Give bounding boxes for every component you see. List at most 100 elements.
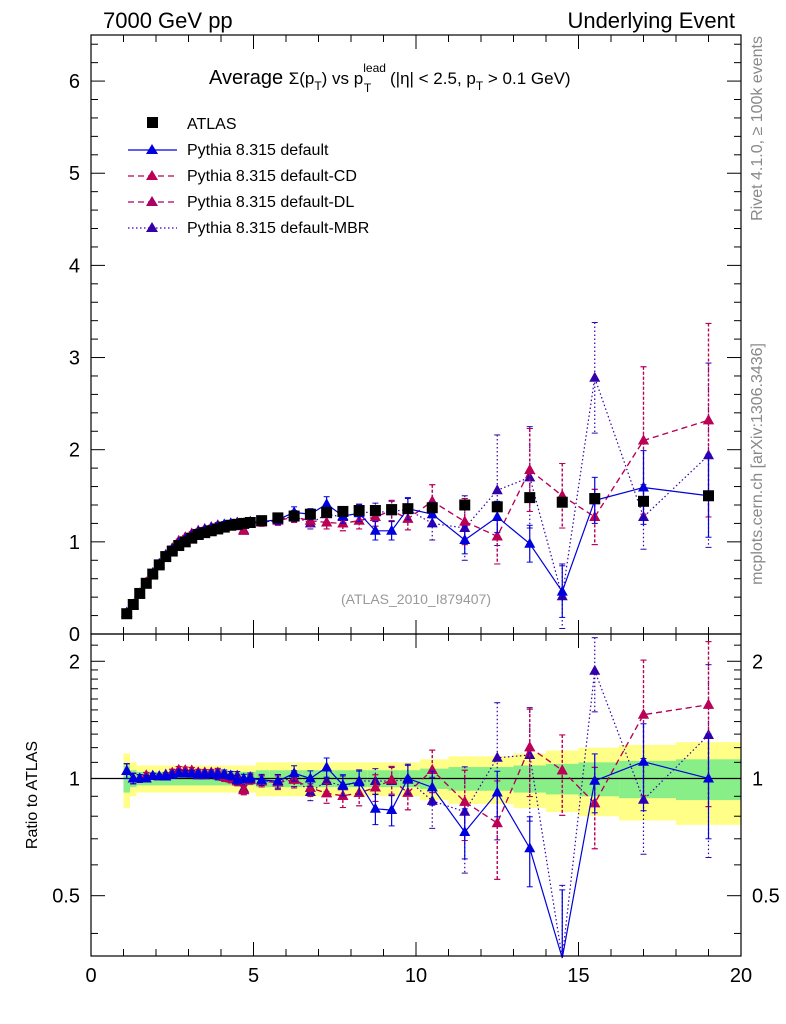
main-cd-point (238, 524, 250, 535)
atlas-point (337, 505, 349, 517)
ratio-default-point (589, 774, 601, 785)
legend-mbr-label: Pythia 8.315 default-MBR (187, 220, 369, 237)
main-cd-point (459, 515, 471, 526)
atlas-point (238, 517, 250, 529)
legend-cd-label: Pythia 8.315 default-CD (187, 168, 357, 185)
x-tick-label: 5 (248, 965, 259, 987)
y-tick-label-main: 5 (69, 163, 80, 185)
ratio-default-point (703, 772, 714, 783)
ratio-default-point (140, 772, 152, 783)
main-cd-point (321, 516, 333, 527)
y-tick-label-main: 1 (69, 532, 80, 554)
title-lead-sup: lead (363, 61, 386, 75)
side-rivet-label: Rivet 4.1.0, ≥ 100k events (749, 36, 766, 221)
ratio-cd-point (703, 698, 714, 709)
ratio-default-point (353, 776, 365, 787)
legend-atlas-marker (147, 117, 158, 128)
atlas-point (147, 568, 159, 580)
atlas-point (192, 528, 204, 540)
main-default-point (459, 534, 471, 545)
legend: ATLAS Pythia 8.315 default Pythia 8.315 … (128, 116, 369, 237)
band-inner (619, 760, 676, 799)
x-tick-label: 0 (85, 965, 96, 987)
y-tick-label-ratio-right: 0.5 (752, 886, 780, 908)
atlas-point (173, 540, 185, 552)
main-cd-point (524, 463, 536, 474)
main-default-point (491, 510, 503, 521)
atlas-point (231, 518, 243, 530)
y-tick-label-main: 6 (69, 71, 80, 93)
main-cd-point (703, 414, 714, 425)
legend-atlas-label: ATLAS (187, 116, 237, 133)
atlas-point (556, 496, 568, 508)
atlas-point (426, 502, 438, 514)
atlas-point (134, 587, 146, 599)
main-default-point (321, 498, 333, 509)
atlas-point (166, 545, 178, 557)
ratio-cd-point (386, 773, 398, 784)
atlas-point (140, 577, 152, 589)
x-tick-label: 15 (567, 965, 589, 987)
main-plot-content (121, 322, 714, 629)
y-tick-label-ratio: 2 (69, 651, 80, 673)
x-tick-label: 20 (730, 965, 752, 987)
ratio-default-point (288, 767, 300, 778)
ratio-cd-point (491, 817, 503, 828)
ratio-default-point (426, 781, 438, 792)
atlas-point (402, 503, 414, 515)
atlas-point (589, 493, 601, 505)
ratio-cd-point (238, 784, 250, 795)
ratio-cd-point (321, 787, 333, 798)
ratio-mbr-point (589, 664, 601, 675)
main-mbr-line (126, 377, 709, 614)
ratio-default-point (638, 755, 649, 766)
title-lead-sub: T (364, 81, 372, 95)
y-tick-label-ratio: 1 (69, 768, 80, 790)
ratio-mbr-point (524, 749, 536, 760)
main-default-point (524, 537, 536, 548)
title-cuts-a: (|η| < 2.5, p (385, 69, 476, 88)
atlas-point (199, 527, 211, 539)
atlas-point (272, 512, 284, 524)
main-default-point (638, 481, 649, 492)
ratio-default-point (244, 772, 256, 783)
atlas-point (127, 599, 139, 611)
main-mbr-point (589, 371, 601, 382)
atlas-point (153, 559, 165, 571)
atlas-point (459, 499, 471, 511)
y-tick-label-ratio-right: 1 (752, 768, 763, 790)
legend-default-label: Pythia 8.315 default (187, 142, 329, 159)
side-mcplots-label: mcplots.cern.ch [arXiv:1306.3436] (749, 343, 766, 585)
atlas-point (703, 490, 714, 502)
y-tick-label-main: 3 (69, 348, 80, 370)
ratio-default-point (225, 769, 237, 780)
legend-dl-marker (146, 196, 158, 206)
atlas-point (288, 510, 300, 522)
atlas-point (160, 551, 172, 563)
ratio-default-point (218, 768, 230, 779)
ratio-default-point (121, 764, 133, 775)
atlas-point (638, 495, 649, 507)
ratio-default-point (524, 842, 536, 853)
ratio-cd-point (369, 781, 381, 792)
title-cuts-sub: T (476, 79, 484, 93)
y-tick-label-ratio-right: 2 (752, 651, 763, 673)
ratio-cd-point (459, 795, 471, 806)
title-vs: vs p (327, 69, 363, 88)
title-sigma: Σ(p (289, 69, 315, 88)
title-sigma-sub: T (314, 79, 322, 93)
main-cd-point (638, 434, 649, 445)
ratio-cd-point (638, 708, 649, 719)
title-sigma-close: ) (322, 69, 328, 88)
atlas-point (491, 501, 503, 513)
analysis-watermark: (ATLAS_2010_I879407) (341, 591, 491, 607)
legend-dl-label: Pythia 8.315 default-DL (187, 194, 354, 211)
atlas-point (205, 525, 217, 537)
ratio-ylabel: Ratio to ATLAS (24, 741, 41, 849)
main-default-point (386, 524, 398, 535)
y-tick-label-ratio: 0.5 (52, 886, 80, 908)
y-tick-label-main: 0 (69, 624, 80, 646)
main-cd-line (126, 419, 709, 614)
ratio-default-point (337, 778, 349, 789)
